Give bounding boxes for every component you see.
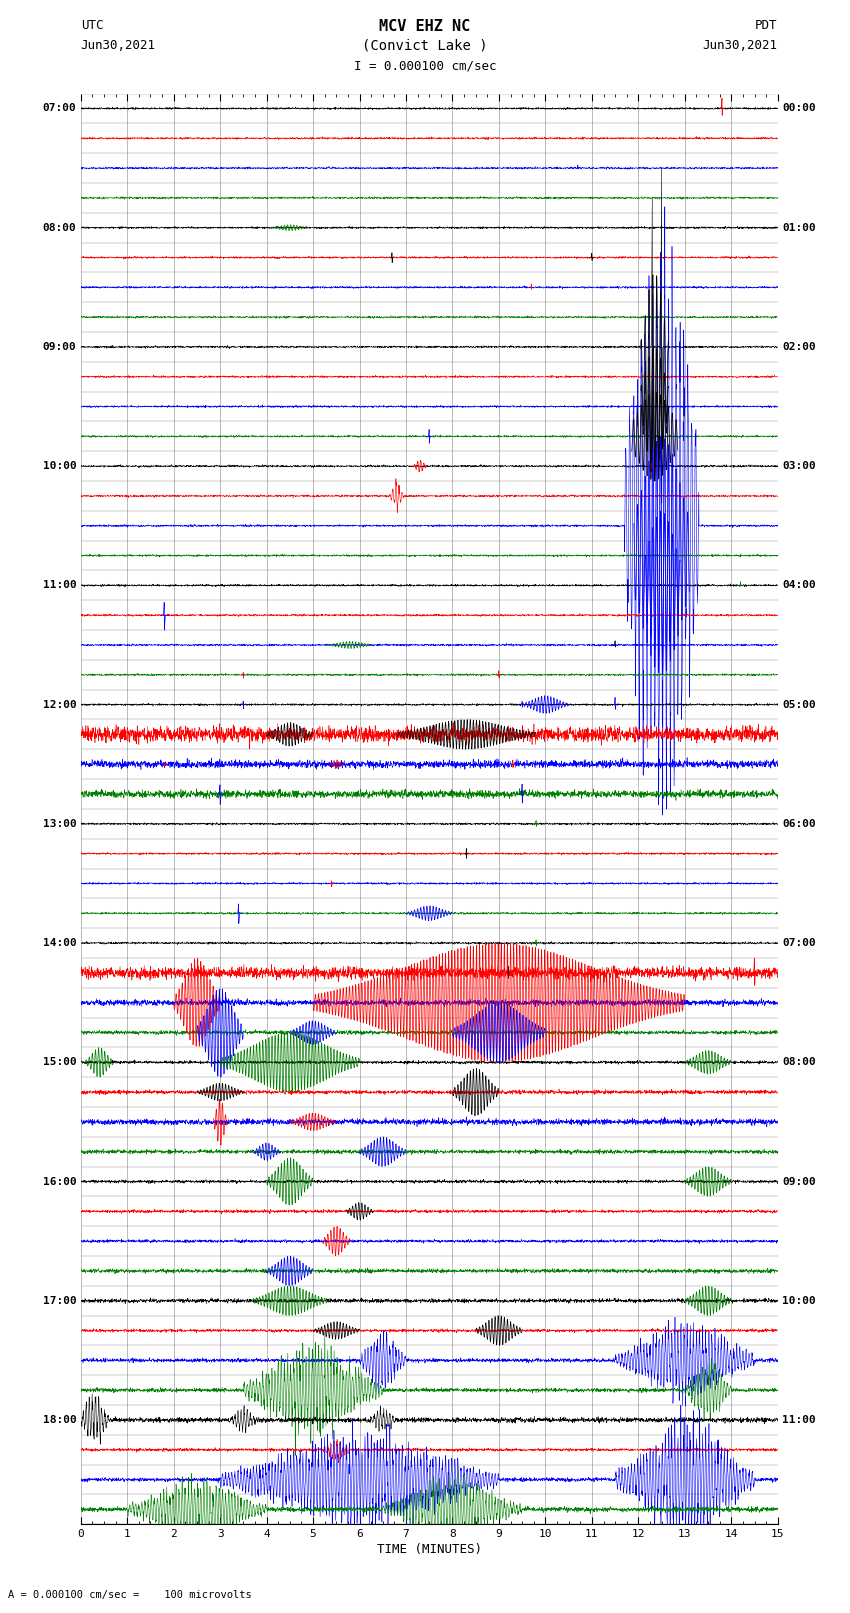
Text: 02:00: 02:00 xyxy=(782,342,816,352)
Text: 15:00: 15:00 xyxy=(42,1057,76,1068)
Text: 07:00: 07:00 xyxy=(782,939,816,948)
Text: 01:00: 01:00 xyxy=(782,223,816,232)
Text: MCV EHZ NC: MCV EHZ NC xyxy=(379,19,471,34)
Text: 00:00: 00:00 xyxy=(782,103,816,113)
Text: 12:00: 12:00 xyxy=(42,700,76,710)
Text: 07:00: 07:00 xyxy=(42,103,76,113)
Text: 11:00: 11:00 xyxy=(42,581,76,590)
Text: PDT: PDT xyxy=(756,19,778,32)
Text: 13:00: 13:00 xyxy=(42,819,76,829)
Text: 04:00: 04:00 xyxy=(782,581,816,590)
Text: 11:00: 11:00 xyxy=(782,1415,816,1424)
Text: 05:00: 05:00 xyxy=(782,700,816,710)
Text: A = 0.000100 cm/sec =    100 microvolts: A = 0.000100 cm/sec = 100 microvolts xyxy=(8,1590,252,1600)
Text: 09:00: 09:00 xyxy=(782,1176,816,1187)
Text: 17:00: 17:00 xyxy=(42,1295,76,1307)
Text: 18:00: 18:00 xyxy=(42,1415,76,1424)
Text: (Convict Lake ): (Convict Lake ) xyxy=(362,39,488,53)
Text: 08:00: 08:00 xyxy=(42,223,76,232)
Text: 03:00: 03:00 xyxy=(782,461,816,471)
Text: Jun30,2021: Jun30,2021 xyxy=(703,39,778,52)
X-axis label: TIME (MINUTES): TIME (MINUTES) xyxy=(377,1544,482,1557)
Text: Jun30,2021: Jun30,2021 xyxy=(81,39,156,52)
Text: UTC: UTC xyxy=(81,19,103,32)
Text: 14:00: 14:00 xyxy=(42,939,76,948)
Text: 09:00: 09:00 xyxy=(42,342,76,352)
Text: 10:00: 10:00 xyxy=(782,1295,816,1307)
Text: 10:00: 10:00 xyxy=(42,461,76,471)
Text: 16:00: 16:00 xyxy=(42,1176,76,1187)
Text: I = 0.000100 cm/sec: I = 0.000100 cm/sec xyxy=(354,60,496,73)
Text: 08:00: 08:00 xyxy=(782,1057,816,1068)
Text: 06:00: 06:00 xyxy=(782,819,816,829)
